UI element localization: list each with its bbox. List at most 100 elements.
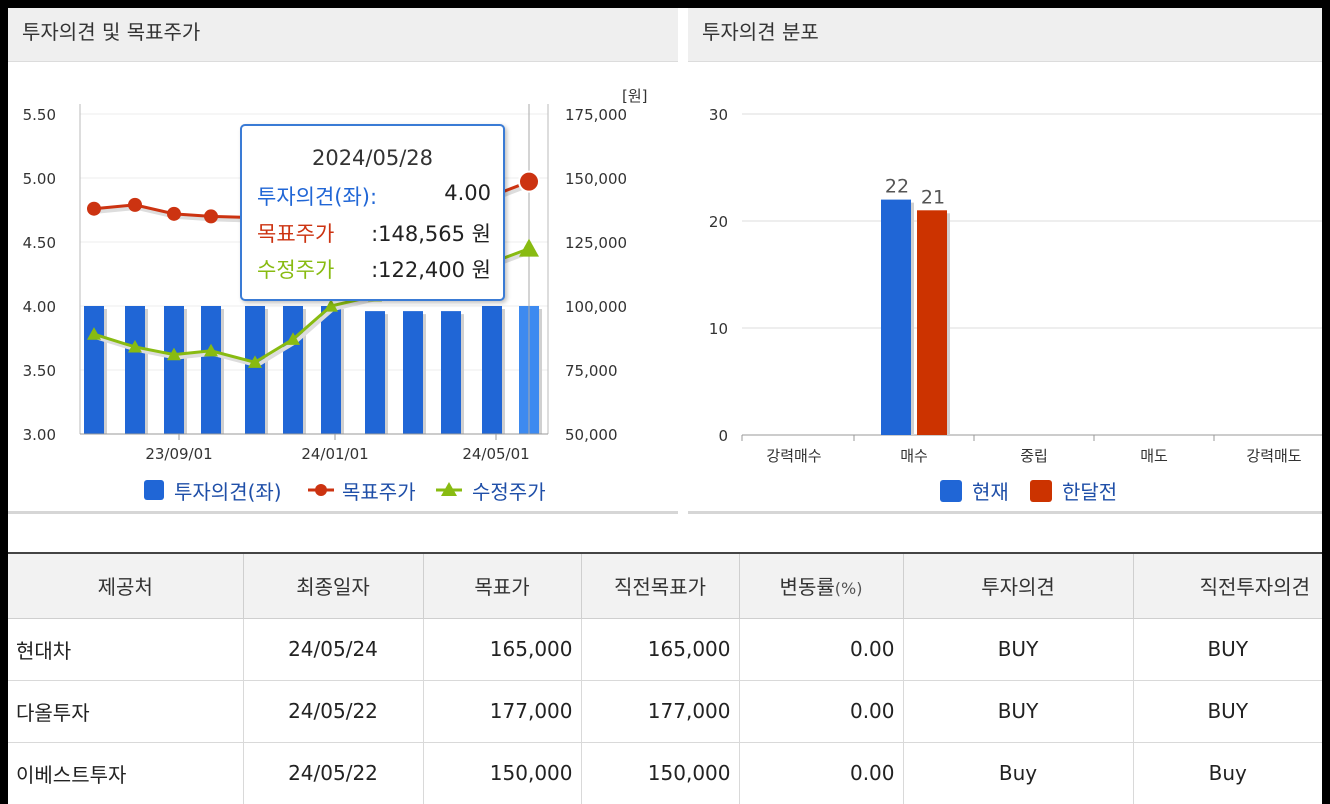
x-axis-category-label: 중립 (1020, 447, 1048, 465)
y-axis-tick-label: 30 (709, 106, 728, 124)
y-axis-tick-label: 20 (709, 213, 728, 231)
target-price-marker (167, 206, 181, 221)
legend-label-month-ago: 한달전 (1062, 480, 1117, 504)
legend-label-current: 현재 (972, 480, 1009, 504)
right-panel-title: 투자의견 분포 (688, 8, 1322, 62)
x-axis-category-label: 강력매수 (766, 447, 821, 465)
cell-change: 0.00 (739, 680, 904, 743)
table-row: 현대차 24/05/24 165,000 165,000 0.00 BUY BU… (8, 618, 1322, 681)
adjusted-price-marker (286, 332, 300, 345)
adjusted-price-marker (248, 355, 262, 368)
left-panel-title: 투자의견 및 목표주가 (8, 8, 678, 62)
opinion-bar (365, 311, 385, 434)
legend-marker-target (315, 484, 327, 496)
cell-prev-target: 177,000 (581, 680, 740, 743)
legend-swatch-current (940, 480, 962, 502)
x-axis-category-label: 매수 (900, 447, 928, 465)
opinion-bar (403, 311, 423, 434)
opinion-bar (283, 306, 303, 434)
target-price-marker (128, 197, 142, 212)
x-axis-tick-label: 24/01/01 (301, 445, 368, 463)
tooltip-row-opinion: 투자의견(좌): 4.00 (257, 181, 491, 209)
left-axis-tick-label: 3.00 (23, 426, 56, 444)
legend-label-target: 목표주가 (342, 480, 416, 504)
left-axis-tick-label: 5.50 (23, 106, 56, 124)
opinion-bar (84, 306, 104, 434)
opinion-bar (125, 306, 145, 434)
header-prev-target: 직전목표가 (581, 554, 740, 619)
chart-tooltip: 2024/05/28 투자의견(좌): 4.00 목표주가 :148,565 원… (240, 124, 505, 301)
cell-prev-opinion: Buy (1133, 742, 1322, 804)
cell-opinion: BUY (903, 618, 1134, 681)
header-change-label: 변동률 (779, 575, 835, 600)
left-axis-tick-label: 4.50 (23, 234, 56, 252)
table-top-rule (8, 552, 1322, 555)
opinion-bar (164, 306, 184, 434)
right-axis-tick-label: 50,000 (565, 426, 618, 444)
legend-label-opinion: 투자의견(좌) (174, 480, 282, 504)
tooltip-label-price: 수정주가 (257, 258, 335, 282)
header-target: 목표가 (423, 554, 582, 619)
adjusted-price-marker (324, 299, 338, 312)
opinion-bar (321, 306, 341, 434)
broker-opinion-table: 제공처 최종일자 목표가 직전목표가 변동률(%) 투자의견 직전투자의견 현대… (8, 554, 1322, 804)
distribution-bar (881, 199, 911, 435)
adjusted-price-marker (167, 347, 181, 361)
tooltip-row-target: 목표주가 :148,565 원 (257, 218, 491, 248)
adjusted-price-marker (128, 339, 142, 353)
opinion-bar (482, 306, 502, 434)
left-axis-tick-label: 4.00 (23, 298, 56, 316)
left-axis-tick-label: 3.50 (23, 362, 56, 380)
cell-target: 177,000 (423, 680, 582, 743)
cell-prev-target: 150,000 (581, 742, 740, 804)
cell-opinion: BUY (903, 680, 1134, 743)
adjusted-price-marker (204, 343, 218, 357)
cell-opinion: Buy (903, 742, 1134, 804)
distribution-bar (917, 210, 947, 435)
header-change: 변동률(%) (739, 554, 904, 619)
opinion-bar (441, 311, 461, 434)
bar-data-label: 21 (921, 186, 945, 208)
table-row: 이베스트투자 24/05/22 150,000 150,000 0.00 Buy… (8, 742, 1322, 804)
header-opinion: 투자의견 (903, 554, 1134, 619)
cell-target: 150,000 (423, 742, 582, 804)
tooltip-row-price: 수정주가 :122,400 원 (257, 254, 491, 284)
opinion-bar (245, 306, 265, 434)
header-provider: 제공처 (8, 554, 244, 619)
table-row: 다올투자 24/05/22 177,000 177,000 0.00 BUY B… (8, 680, 1322, 743)
cell-provider: 다올투자 (8, 680, 244, 743)
legend-swatch-month-ago (1030, 480, 1052, 502)
right-axis-tick-label: 100,000 (565, 298, 627, 316)
x-axis-tick-label: 24/05/01 (462, 445, 529, 463)
cell-target: 165,000 (423, 618, 582, 681)
header-date: 최종일자 (243, 554, 424, 619)
cell-prev-target: 165,000 (581, 618, 740, 681)
x-axis-category-label: 매도 (1140, 447, 1168, 465)
tooltip-value-opinion: 4.00 (444, 181, 491, 205)
header-prev-opinion: 직전투자의견 (1133, 554, 1322, 619)
tooltip-value-price: :122,400 원 (371, 258, 491, 282)
cell-date: 24/05/22 (243, 680, 424, 743)
tooltip-date: 2024/05/28 (311, 146, 434, 170)
y-axis-tick-label: 0 (718, 427, 728, 445)
header-change-unit: (%) (834, 579, 863, 599)
table-header-row: 제공처 최종일자 목표가 직전목표가 변동률(%) 투자의견 직전투자의견 (8, 554, 1322, 619)
cell-provider: 이베스트투자 (8, 742, 244, 804)
opinion-bar (201, 306, 221, 434)
x-axis-tick-label: 23/09/01 (145, 445, 212, 463)
left-panel-divider (8, 511, 678, 514)
target-price-marker (518, 170, 540, 193)
adjusted-price-marker (519, 238, 539, 257)
legend-label-price: 수정주가 (472, 480, 546, 504)
cell-date: 24/05/22 (243, 742, 424, 804)
adjusted-price-marker (87, 327, 101, 340)
tooltip-value-target: :148,565 원 (371, 222, 491, 246)
tooltip-label-target: 목표주가 (257, 222, 335, 246)
cell-prev-opinion: BUY (1133, 680, 1322, 743)
x-axis-category-label: 강력매도 (1246, 447, 1301, 465)
cell-change: 0.00 (739, 742, 904, 804)
right-axis-tick-label: 175,000 (565, 106, 627, 124)
right-panel-divider (688, 511, 1322, 514)
left-axis-tick-label: 5.00 (23, 170, 56, 188)
